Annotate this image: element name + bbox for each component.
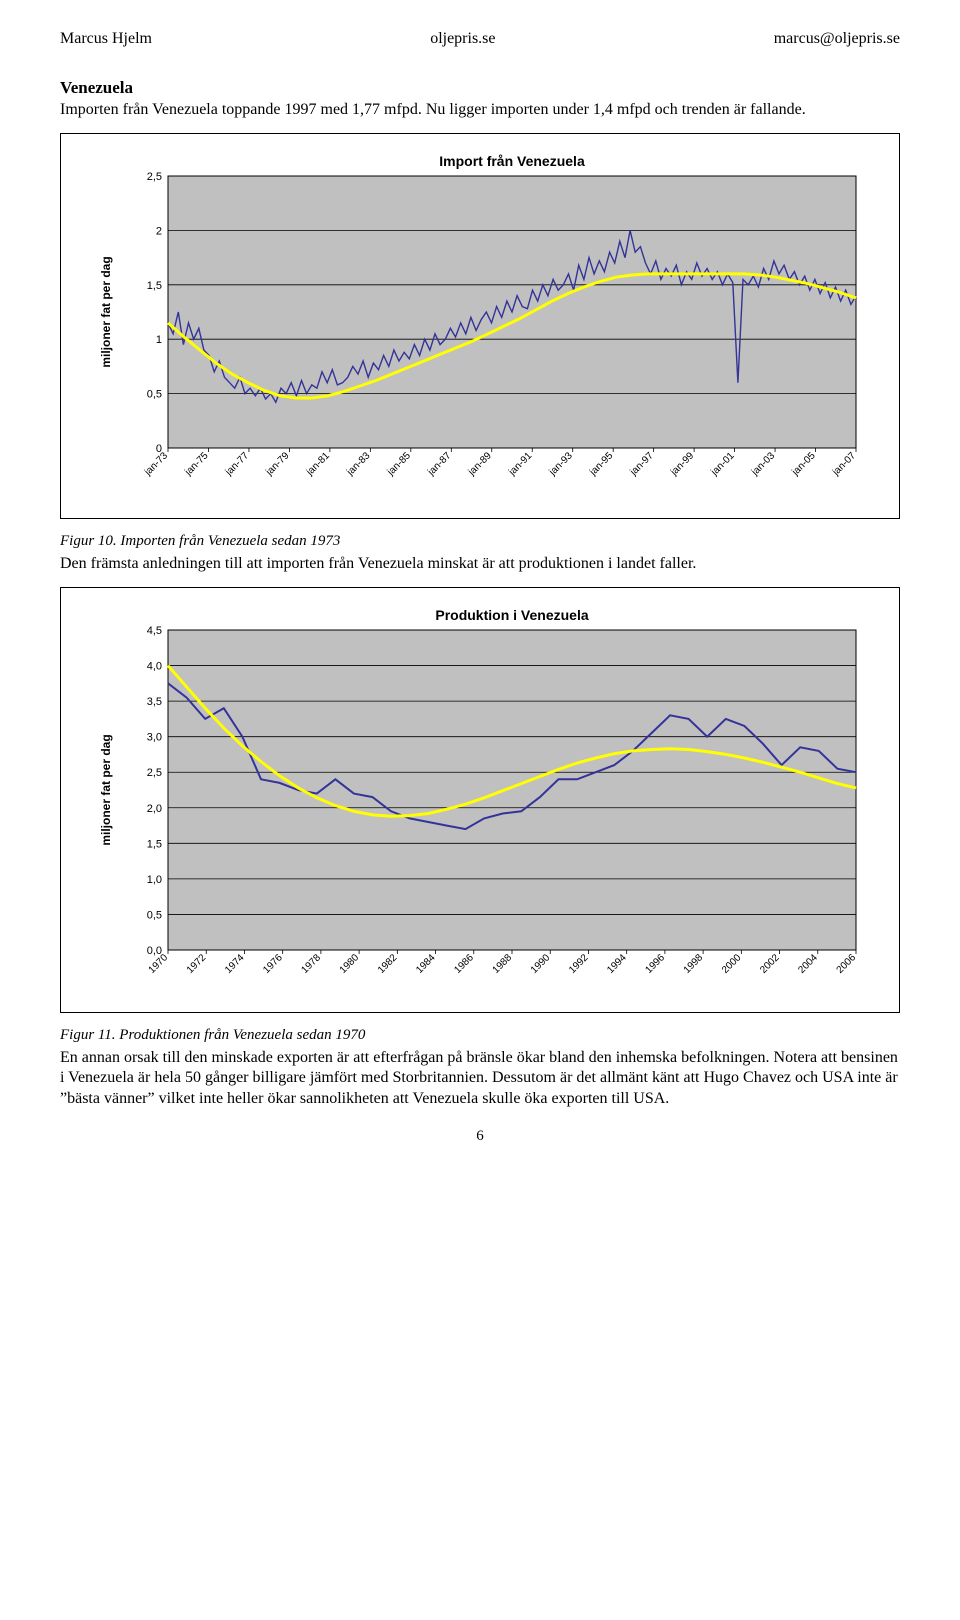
svg-text:2,0: 2,0 — [147, 802, 162, 814]
intro-paragraph: Importen från Venezuela toppande 1997 me… — [60, 100, 900, 121]
svg-text:3,5: 3,5 — [147, 696, 162, 708]
svg-text:jan-83: jan-83 — [344, 450, 372, 478]
mid-paragraph: Den främsta anledningen till att importe… — [60, 554, 900, 575]
svg-text:1996: 1996 — [643, 952, 667, 976]
page-number: 6 — [60, 1128, 900, 1145]
svg-text:1,5: 1,5 — [147, 280, 162, 292]
svg-text:jan-85: jan-85 — [385, 450, 413, 478]
svg-text:jan-01: jan-01 — [709, 450, 737, 478]
chart-1-frame: Import från Venezuela00,511,522,5jan-73j… — [60, 133, 900, 519]
svg-text:jan-95: jan-95 — [587, 450, 615, 478]
svg-text:1994: 1994 — [605, 952, 629, 976]
svg-text:Produktion i Venezuela: Produktion i Venezuela — [435, 607, 588, 623]
svg-text:jan-97: jan-97 — [628, 450, 656, 478]
svg-text:0,5: 0,5 — [147, 388, 162, 400]
figure-11-caption: Figur 11. Produktionen från Venezuela se… — [60, 1027, 900, 1044]
svg-text:jan-77: jan-77 — [223, 450, 251, 478]
svg-text:1982: 1982 — [376, 952, 400, 976]
header-right: marcus@oljepris.se — [774, 30, 900, 48]
svg-text:3,0: 3,0 — [147, 731, 162, 743]
svg-text:2002: 2002 — [758, 952, 782, 976]
svg-text:2,5: 2,5 — [147, 767, 162, 779]
header-left: Marcus Hjelm — [60, 30, 152, 48]
svg-text:jan-07: jan-07 — [830, 450, 858, 478]
svg-text:1974: 1974 — [223, 952, 247, 976]
svg-text:jan-79: jan-79 — [263, 450, 291, 478]
svg-text:1980: 1980 — [338, 952, 362, 976]
svg-text:jan-75: jan-75 — [182, 450, 210, 478]
svg-text:miljoner fat per dag: miljoner fat per dag — [99, 256, 113, 367]
header-center: oljepris.se — [430, 30, 495, 48]
svg-text:1984: 1984 — [414, 952, 438, 976]
page-header: Marcus Hjelm oljepris.se marcus@oljepris… — [60, 30, 900, 48]
svg-text:1978: 1978 — [299, 952, 323, 976]
svg-text:jan-93: jan-93 — [547, 450, 575, 478]
svg-text:2004: 2004 — [796, 952, 820, 976]
svg-text:2006: 2006 — [835, 952, 859, 976]
svg-text:1990: 1990 — [529, 952, 553, 976]
svg-text:1972: 1972 — [185, 952, 209, 976]
svg-text:0,5: 0,5 — [147, 909, 162, 921]
svg-text:1998: 1998 — [682, 952, 706, 976]
svg-text:1992: 1992 — [567, 952, 591, 976]
chart-2-frame: Produktion i Venezuela0,00,51,01,52,02,5… — [60, 587, 900, 1013]
bottom-paragraph: En annan orsak till den minskade exporte… — [60, 1048, 900, 1110]
svg-text:Import från Venezuela: Import från Venezuela — [439, 153, 585, 169]
chart-2: Produktion i Venezuela0,00,51,01,52,02,5… — [75, 602, 885, 1002]
svg-text:1: 1 — [156, 334, 162, 346]
svg-text:jan-81: jan-81 — [304, 450, 332, 478]
figure-10-caption: Figur 10. Importen från Venezuela sedan … — [60, 533, 900, 550]
page-container: Marcus Hjelm oljepris.se marcus@oljepris… — [0, 0, 960, 1185]
chart-1: Import från Venezuela00,511,522,5jan-73j… — [75, 148, 885, 508]
section-title: Venezuela — [60, 78, 900, 98]
svg-text:4,5: 4,5 — [147, 625, 162, 637]
svg-text:jan-03: jan-03 — [749, 450, 777, 478]
svg-text:1986: 1986 — [452, 952, 476, 976]
svg-text:2000: 2000 — [720, 952, 744, 976]
svg-text:jan-05: jan-05 — [789, 450, 817, 478]
svg-text:jan-91: jan-91 — [506, 450, 534, 478]
svg-text:2,5: 2,5 — [147, 171, 162, 183]
svg-text:1,0: 1,0 — [147, 873, 162, 885]
svg-text:1,5: 1,5 — [147, 838, 162, 850]
svg-text:1988: 1988 — [491, 952, 515, 976]
svg-text:jan-99: jan-99 — [668, 450, 696, 478]
svg-text:miljoner fat per dag: miljoner fat per dag — [99, 734, 113, 845]
svg-text:1976: 1976 — [261, 952, 285, 976]
svg-text:jan-87: jan-87 — [425, 450, 453, 478]
svg-text:2: 2 — [156, 225, 162, 237]
svg-text:4,0: 4,0 — [147, 660, 162, 672]
svg-text:jan-89: jan-89 — [466, 450, 494, 478]
